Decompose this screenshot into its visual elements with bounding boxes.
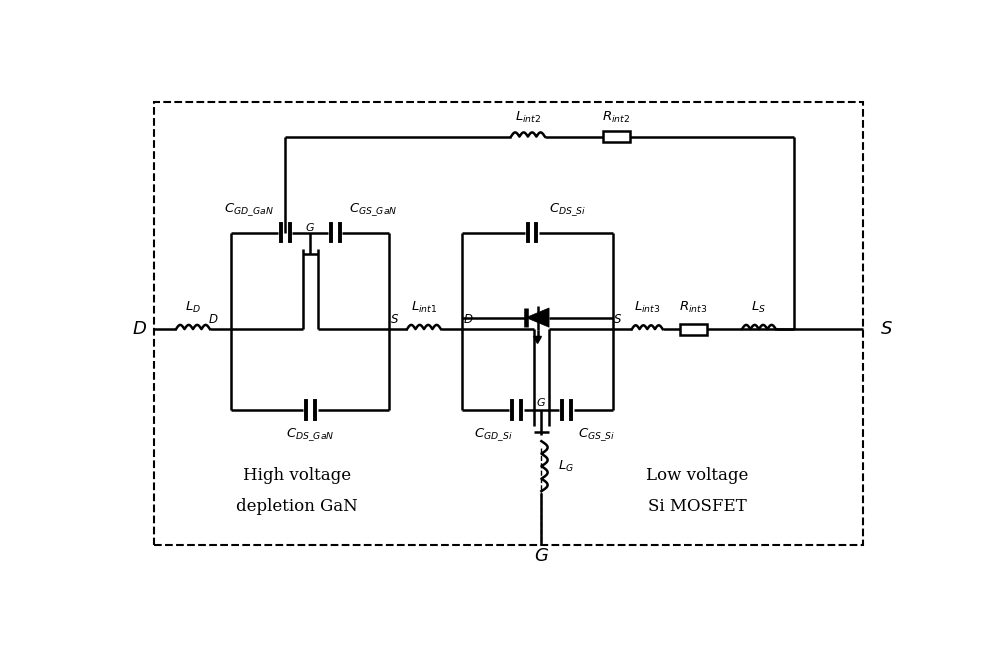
Text: $S$: $S$ bbox=[880, 320, 892, 338]
Text: $R_{int3}$: $R_{int3}$ bbox=[679, 300, 708, 315]
Text: $C_{GD\_Si}$: $C_{GD\_Si}$ bbox=[474, 426, 512, 443]
Text: $G$: $G$ bbox=[305, 221, 315, 232]
Text: $L_D$: $L_D$ bbox=[185, 300, 201, 315]
Text: $L_{int1}$: $L_{int1}$ bbox=[411, 300, 437, 315]
Bar bbox=[680, 324, 707, 335]
Text: $C_{GS\_GaN}$: $C_{GS\_GaN}$ bbox=[349, 201, 398, 218]
Text: $G$: $G$ bbox=[536, 396, 546, 408]
Text: $L_S$: $L_S$ bbox=[751, 300, 766, 315]
Text: $C_{GS\_Si}$: $C_{GS\_Si}$ bbox=[578, 426, 615, 443]
Text: $L_{int2}$: $L_{int2}$ bbox=[515, 110, 541, 125]
Text: Low voltage: Low voltage bbox=[646, 467, 748, 484]
Bar bbox=[154, 102, 863, 545]
Text: Si MOSFET: Si MOSFET bbox=[648, 498, 747, 515]
Text: $S$: $S$ bbox=[613, 313, 622, 326]
Text: $C_{DS\_GaN}$: $C_{DS\_GaN}$ bbox=[286, 426, 335, 443]
Text: $L_G$: $L_G$ bbox=[558, 459, 574, 474]
Text: $L_{int3}$: $L_{int3}$ bbox=[634, 300, 661, 315]
Text: depletion GaN: depletion GaN bbox=[236, 498, 358, 515]
Text: $C_{DS\_Si}$: $C_{DS\_Si}$ bbox=[549, 201, 586, 218]
Text: $D$: $D$ bbox=[463, 313, 474, 326]
Text: $C_{GD\_GaN}$: $C_{GD\_GaN}$ bbox=[224, 201, 274, 218]
Text: $S$: $S$ bbox=[390, 313, 399, 326]
Polygon shape bbox=[534, 337, 541, 343]
Text: $D$: $D$ bbox=[208, 313, 218, 326]
Text: $D$: $D$ bbox=[132, 320, 147, 338]
Bar bbox=[603, 132, 630, 142]
Polygon shape bbox=[526, 308, 549, 327]
Text: $G$: $G$ bbox=[534, 547, 549, 565]
Text: High voltage: High voltage bbox=[243, 467, 351, 484]
Text: $R_{int2}$: $R_{int2}$ bbox=[602, 110, 631, 125]
